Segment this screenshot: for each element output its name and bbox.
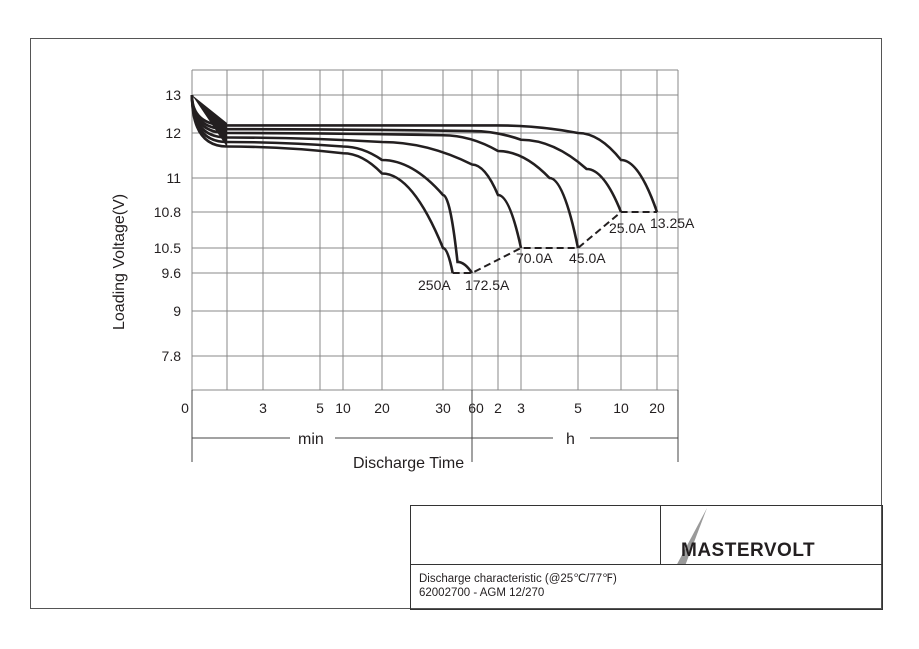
y-tick-label: 10.8 xyxy=(154,204,181,220)
y-tick-label: 11 xyxy=(166,170,181,186)
title-block-divider-vertical xyxy=(660,506,661,564)
x-tick-label: 10 xyxy=(613,400,629,416)
logo-text: MASTERVOLT xyxy=(681,540,816,561)
y-tick-label: 7.8 xyxy=(162,348,182,364)
discharge-curve-250A xyxy=(190,94,454,274)
title-block-caption: Discharge characteristic (@25℃/77℉) 6200… xyxy=(419,572,617,600)
discharge-curve-13.25A xyxy=(190,94,659,213)
x-axis-label: Discharge Time xyxy=(353,455,464,472)
y-axis-ticks: 13 12 11 10.8 10.5 9.6 9 7.8 xyxy=(154,87,181,364)
discharge-curves xyxy=(190,94,659,274)
y-tick-label: 13 xyxy=(165,87,181,103)
x-tick-label: 10 xyxy=(335,400,351,416)
unit-h-label: h xyxy=(566,431,575,448)
logo-swoosh-icon xyxy=(677,508,707,564)
y-axis-label: Loading Voltage(V) xyxy=(111,194,128,330)
caption-line-2: 62002700 - AGM 12/270 xyxy=(419,587,545,599)
x-tick-label: 20 xyxy=(374,400,390,416)
x-tick-label: 2 xyxy=(494,400,502,416)
x-tick-label: 0 xyxy=(181,400,189,416)
x-tick-label: 5 xyxy=(316,400,324,416)
curve-label: 13.25A xyxy=(650,215,695,231)
unit-min-label: min xyxy=(298,431,324,448)
curve-label: 250A xyxy=(418,277,451,293)
x-tick-label: 20 xyxy=(649,400,665,416)
x-tick-label: 60 xyxy=(468,400,484,416)
curve-label: 70.0A xyxy=(516,250,553,266)
x-tick-label: 30 xyxy=(435,400,451,416)
x-tick-label: 5 xyxy=(574,400,582,416)
cutoff-voltage-line xyxy=(452,211,657,274)
mastervolt-logo: MASTERVOLT xyxy=(663,506,882,564)
y-tick-label: 9.6 xyxy=(162,265,182,281)
curve-label: 25.0A xyxy=(609,220,646,236)
y-tick-label: 12 xyxy=(165,125,181,141)
x-tick-label: 3 xyxy=(517,400,525,416)
caption-line-1: Discharge characteristic (@25℃/77℉) xyxy=(419,573,617,585)
start-wedge xyxy=(192,95,227,147)
y-tick-label: 10.5 xyxy=(154,240,181,256)
title-block: MASTERVOLT Discharge characteristic (@25… xyxy=(410,505,883,610)
title-block-divider-horizontal xyxy=(411,564,882,565)
x-tick-label: 3 xyxy=(259,400,267,416)
document-frame xyxy=(30,38,882,609)
chart-grid xyxy=(100,60,720,470)
curve-label: 172.5A xyxy=(465,277,510,293)
curve-label: 45.0A xyxy=(569,250,606,266)
y-tick-label: 9 xyxy=(173,303,181,319)
